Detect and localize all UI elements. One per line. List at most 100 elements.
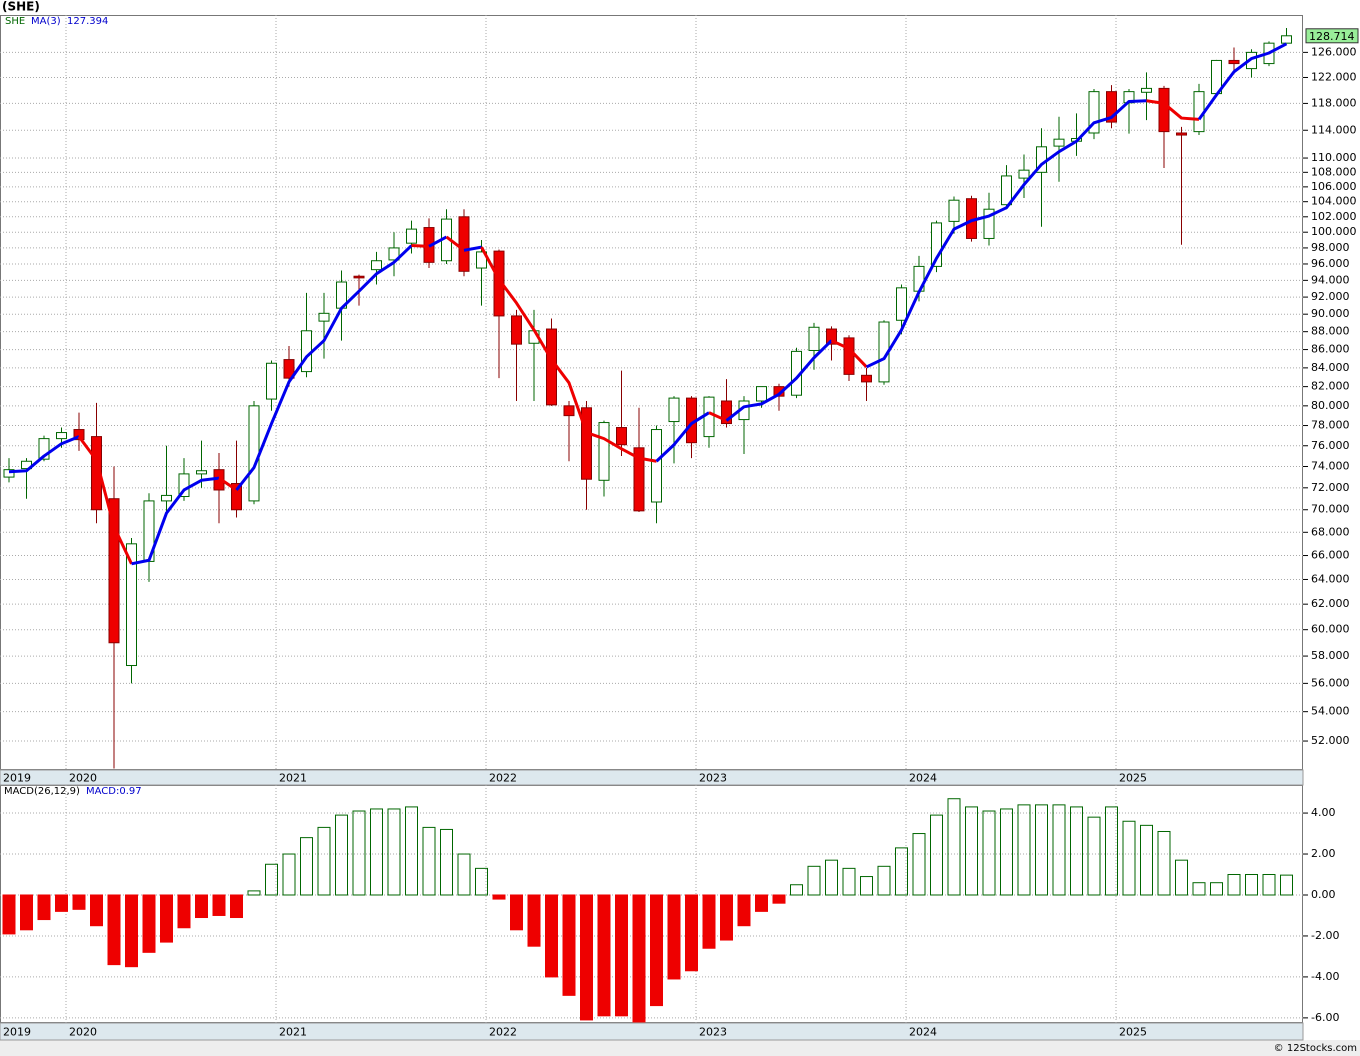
x-tick-label: 2019 [3, 772, 31, 785]
macd-bar [825, 859, 838, 896]
y-tick-label: 78.000 [1311, 419, 1350, 432]
legend-macd-value: MACD:0.97 [86, 786, 142, 797]
date-axis-band [0, 769, 1304, 786]
y-tick-label: 106.000 [1311, 180, 1357, 193]
macd-bar [545, 894, 558, 978]
candle-body [38, 438, 50, 460]
candle-body [633, 447, 645, 512]
x-tick-label: 2020 [69, 1026, 97, 1039]
y-tick-label: 80.000 [1311, 399, 1350, 412]
candle-body [1001, 175, 1012, 206]
y-tick-label: 114.000 [1311, 123, 1357, 136]
y-tick-label: 56.000 [1311, 676, 1350, 689]
y-tick-label: 68.000 [1311, 525, 1350, 538]
y-tick-label: 52.000 [1311, 734, 1350, 747]
y-tick-label: 82.000 [1311, 380, 1350, 393]
macd-bar [317, 826, 331, 896]
macd-bar [737, 894, 751, 927]
candle-body [668, 397, 680, 423]
layer: 2019 2020 2021 2022 2023 2024 2025 52.000 54.000… [0, 15, 1359, 1041]
y-tick-label: 98.000 [1311, 241, 1350, 254]
candle-body [581, 407, 592, 480]
candle-body [1193, 91, 1205, 133]
candle-body [161, 494, 172, 502]
macd-bar [230, 894, 243, 919]
candle-body [283, 359, 295, 379]
macd-bar [772, 894, 786, 904]
x-tick-label: 2023 [699, 772, 727, 785]
ma-line [445, 235, 465, 252]
candle-body [126, 543, 137, 667]
macd-bar [860, 876, 873, 896]
y-tick-label: 2.00 [1311, 847, 1336, 860]
macd-bar [20, 894, 33, 931]
macd-bar [650, 894, 663, 1007]
candle-body [808, 326, 820, 351]
macd-bar [300, 837, 313, 896]
ma-line [1197, 42, 1288, 121]
macd-bar [457, 853, 471, 896]
macd-bar [212, 894, 226, 916]
macd-bar [1210, 882, 1223, 896]
x-tick-label: 2020 [69, 772, 97, 785]
macd-bar [877, 865, 891, 896]
ma-line [830, 339, 868, 368]
macd-bar [842, 867, 856, 896]
candle-body [843, 337, 855, 375]
candle-body [231, 483, 242, 511]
y-tick-label: 62.000 [1311, 597, 1350, 610]
candle-body [756, 386, 767, 402]
candle-body [546, 328, 557, 406]
ma-line [8, 435, 80, 474]
macd-bar [1157, 830, 1171, 896]
macd-bar [790, 884, 803, 896]
macd-bar [527, 894, 541, 947]
macd-bar [125, 894, 138, 968]
macd-bar [2, 894, 16, 935]
macd-bar [1175, 859, 1188, 896]
y-tick-label: 54.000 [1311, 705, 1350, 718]
y-tick-label: 84.000 [1311, 361, 1350, 374]
macd-bar [1087, 816, 1101, 896]
candle-body [371, 260, 382, 271]
y-tick-label: 86.000 [1311, 343, 1350, 356]
macd-bar [1105, 806, 1118, 896]
macd-bar [1052, 804, 1066, 896]
macd-bar [912, 833, 926, 896]
candle-body [616, 427, 627, 446]
candle-body [948, 199, 960, 222]
macd-bar [37, 894, 51, 921]
macd-bar [1227, 874, 1241, 896]
candle-body [1281, 35, 1292, 44]
macd-bar [475, 867, 488, 896]
ma-line [480, 246, 657, 463]
macd-bar [1035, 804, 1048, 896]
candle-body [266, 362, 277, 400]
candle-body [476, 251, 487, 269]
candle-body [931, 222, 942, 267]
macd-bar [1262, 874, 1276, 896]
y-tick-label: 76.000 [1311, 439, 1350, 452]
candle-body [353, 275, 365, 279]
macd-bar [405, 806, 418, 896]
x-tick-label: 2025 [1119, 772, 1147, 785]
y-tick-label: 100.000 [1311, 225, 1357, 238]
x-tick-label: 2022 [489, 1026, 517, 1039]
candle-body [563, 405, 575, 417]
macd-bar [807, 865, 821, 896]
candle-body [178, 473, 190, 498]
y-tick-label: 102.000 [1311, 210, 1357, 223]
macd-bar [1122, 820, 1136, 896]
candle-body [1088, 91, 1100, 134]
candle-body [721, 400, 732, 425]
last-price-box [1305, 28, 1359, 44]
macd-bar [72, 894, 86, 910]
macd-bar [702, 894, 716, 949]
y-tick-label: 104.000 [1311, 195, 1357, 208]
y-tick-label: 126.000 [1311, 45, 1357, 58]
candle-body [458, 216, 470, 272]
candle-body [56, 432, 67, 440]
candle-body [248, 405, 260, 502]
macd-bar [755, 894, 768, 912]
